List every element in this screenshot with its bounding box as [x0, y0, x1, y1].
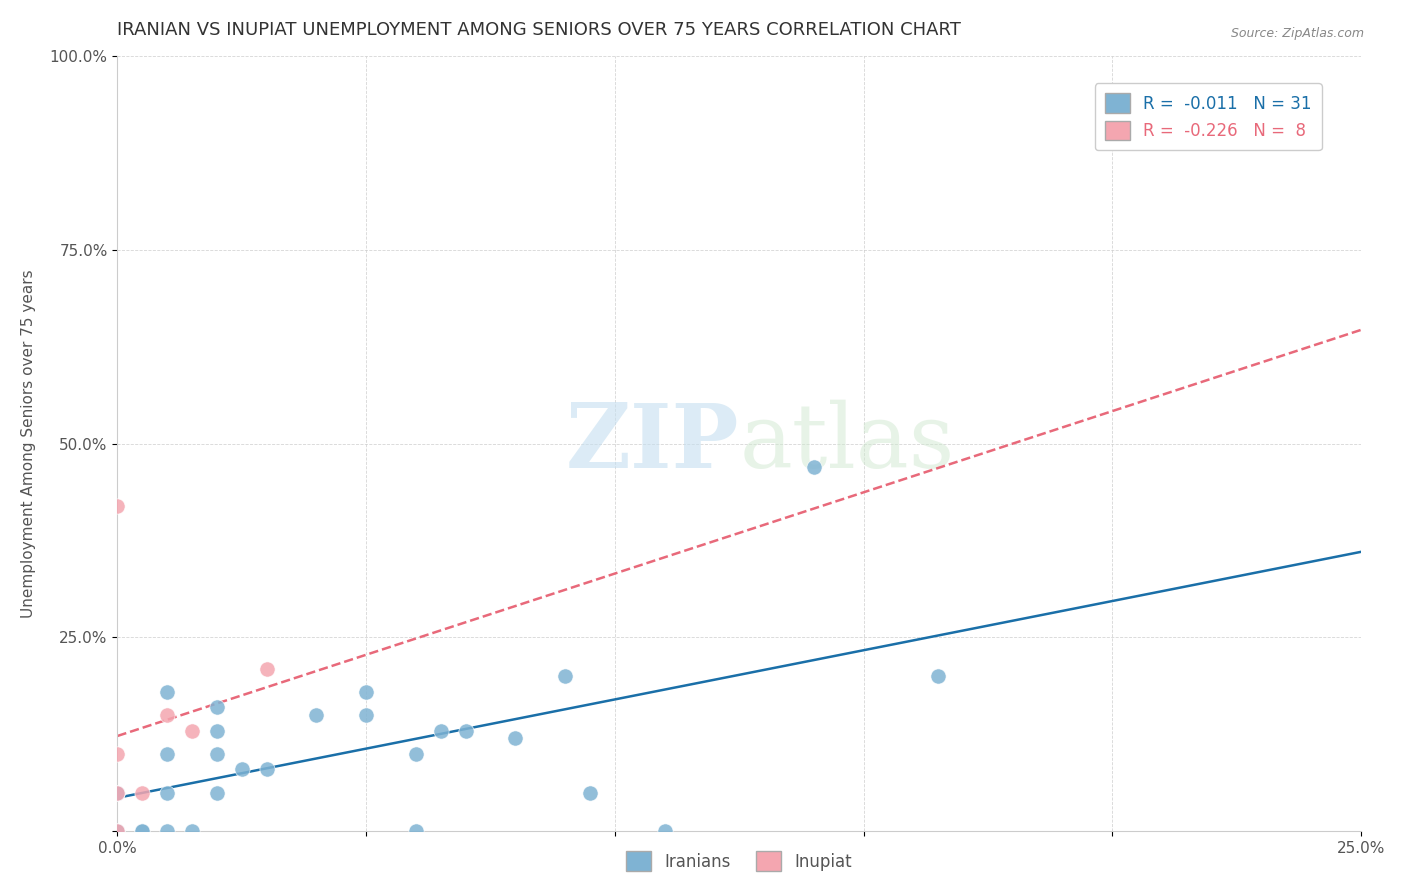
Point — [107, 786, 129, 800]
Point — [205, 723, 228, 738]
Point — [256, 661, 278, 675]
Point — [654, 824, 676, 838]
Text: atlas: atlas — [740, 400, 955, 487]
Point — [256, 763, 278, 777]
Point — [107, 499, 129, 513]
Point — [156, 824, 179, 838]
Point — [107, 824, 129, 838]
Legend: Iranians, Inupiat: Iranians, Inupiat — [620, 845, 859, 878]
Point — [454, 723, 477, 738]
Point — [156, 685, 179, 699]
Point — [429, 723, 451, 738]
Point — [181, 723, 204, 738]
Point — [156, 708, 179, 723]
Point — [927, 669, 949, 683]
Point — [107, 824, 129, 838]
Y-axis label: Unemployment Among Seniors over 75 years: Unemployment Among Seniors over 75 years — [21, 269, 35, 618]
Point — [181, 824, 204, 838]
Point — [107, 786, 129, 800]
Point — [354, 685, 377, 699]
Point — [131, 824, 153, 838]
Point — [131, 786, 153, 800]
Point — [554, 669, 576, 683]
Point — [107, 824, 129, 838]
Point — [205, 700, 228, 714]
Point — [107, 786, 129, 800]
Point — [156, 747, 179, 761]
Point — [107, 747, 129, 761]
Point — [131, 824, 153, 838]
Point — [405, 747, 427, 761]
Point — [354, 708, 377, 723]
Point — [231, 763, 253, 777]
Point — [305, 708, 328, 723]
Point — [405, 824, 427, 838]
Point — [107, 786, 129, 800]
Point — [156, 786, 179, 800]
Text: Source: ZipAtlas.com: Source: ZipAtlas.com — [1230, 27, 1364, 40]
Point — [205, 747, 228, 761]
Text: IRANIAN VS INUPIAT UNEMPLOYMENT AMONG SENIORS OVER 75 YEARS CORRELATION CHART: IRANIAN VS INUPIAT UNEMPLOYMENT AMONG SE… — [118, 21, 962, 39]
Point — [505, 731, 527, 746]
Point — [205, 786, 228, 800]
Text: ZIP: ZIP — [565, 400, 740, 487]
Point — [803, 459, 825, 474]
Point — [579, 786, 602, 800]
